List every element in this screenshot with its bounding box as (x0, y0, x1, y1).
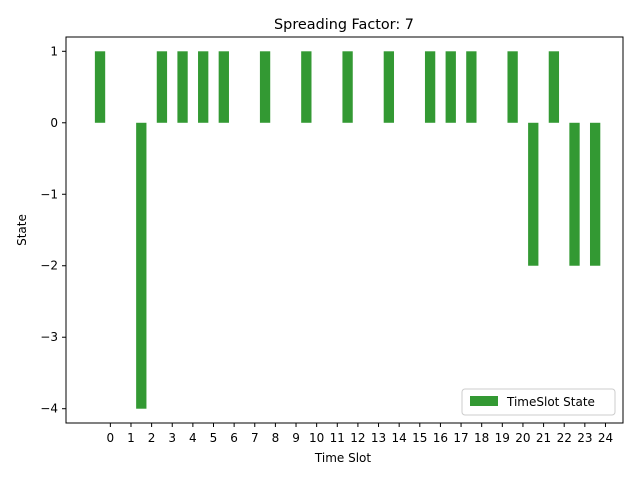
x-tick-label: 2 (148, 431, 156, 445)
y-tick-label: 0 (50, 116, 58, 130)
bar (528, 122, 539, 266)
x-tick-label: 4 (189, 431, 197, 445)
x-tick-label: 15 (412, 431, 427, 445)
x-tick-label: 11 (330, 431, 345, 445)
y-tick-label: −1 (40, 187, 58, 201)
x-tick-label: 5 (210, 431, 218, 445)
bar (94, 51, 106, 123)
x-tick-label: 1 (127, 431, 135, 445)
x-tick-label: 10 (309, 431, 324, 445)
axes-frame (65, 36, 624, 424)
x-axis-label: Time Slot (314, 451, 371, 465)
x-tick-label: 23 (577, 431, 592, 445)
x-tick-label: 22 (557, 431, 572, 445)
x-tick-label: 0 (107, 431, 115, 445)
y-axis-label: State (15, 214, 29, 246)
x-tick-label: 12 (350, 431, 365, 445)
chart-title: Spreading Factor: 7 (274, 17, 414, 33)
bar-series (94, 51, 601, 409)
bar (424, 51, 436, 123)
bar (136, 122, 147, 409)
bar (177, 51, 188, 123)
bar (445, 51, 456, 123)
x-tick-label: 17 (453, 431, 468, 445)
x-tick-label: 6 (230, 431, 238, 445)
y-tick-label: 1 (50, 44, 58, 58)
x-tick-label: 18 (474, 431, 489, 445)
x-tick-label: 14 (392, 431, 407, 445)
legend-swatch (470, 396, 498, 406)
x-tick-label: 19 (495, 431, 510, 445)
bar (218, 51, 229, 123)
x-tick-label: 24 (598, 431, 613, 445)
x-tick-label: 16 (433, 431, 448, 445)
y-tick-label: −2 (40, 259, 58, 273)
y-axis-ticks: 1 0 −1 −2 −3 −4 (40, 44, 66, 416)
x-tick-label: 9 (292, 431, 300, 445)
bar (569, 122, 580, 266)
bar (259, 51, 271, 123)
bar (548, 51, 560, 123)
bar (342, 51, 353, 123)
x-tick-label: 7 (251, 431, 259, 445)
bar (156, 51, 168, 123)
bar (466, 51, 477, 123)
x-tick-label: 3 (168, 431, 176, 445)
bar (383, 51, 395, 123)
x-tick-label: 8 (272, 431, 280, 445)
x-tick-label: 21 (536, 431, 551, 445)
y-tick-label: −4 (40, 402, 58, 416)
bar (198, 51, 209, 123)
x-tick-label: 13 (371, 431, 386, 445)
x-axis-ticks: 0 1 2 3 4 5 6 7 8 9 10 11 12 13 14 15 16 17 18 19 20 21 22 23 24 (107, 423, 613, 445)
bar (589, 122, 601, 266)
legend-frame (461, 388, 616, 416)
bar (507, 51, 518, 123)
bar (301, 51, 312, 123)
y-tick-label: −3 (40, 330, 58, 344)
legend-label: TimeSlot State (506, 395, 595, 409)
legend: TimeSlot State (461, 388, 616, 416)
x-tick-label: 20 (515, 431, 530, 445)
